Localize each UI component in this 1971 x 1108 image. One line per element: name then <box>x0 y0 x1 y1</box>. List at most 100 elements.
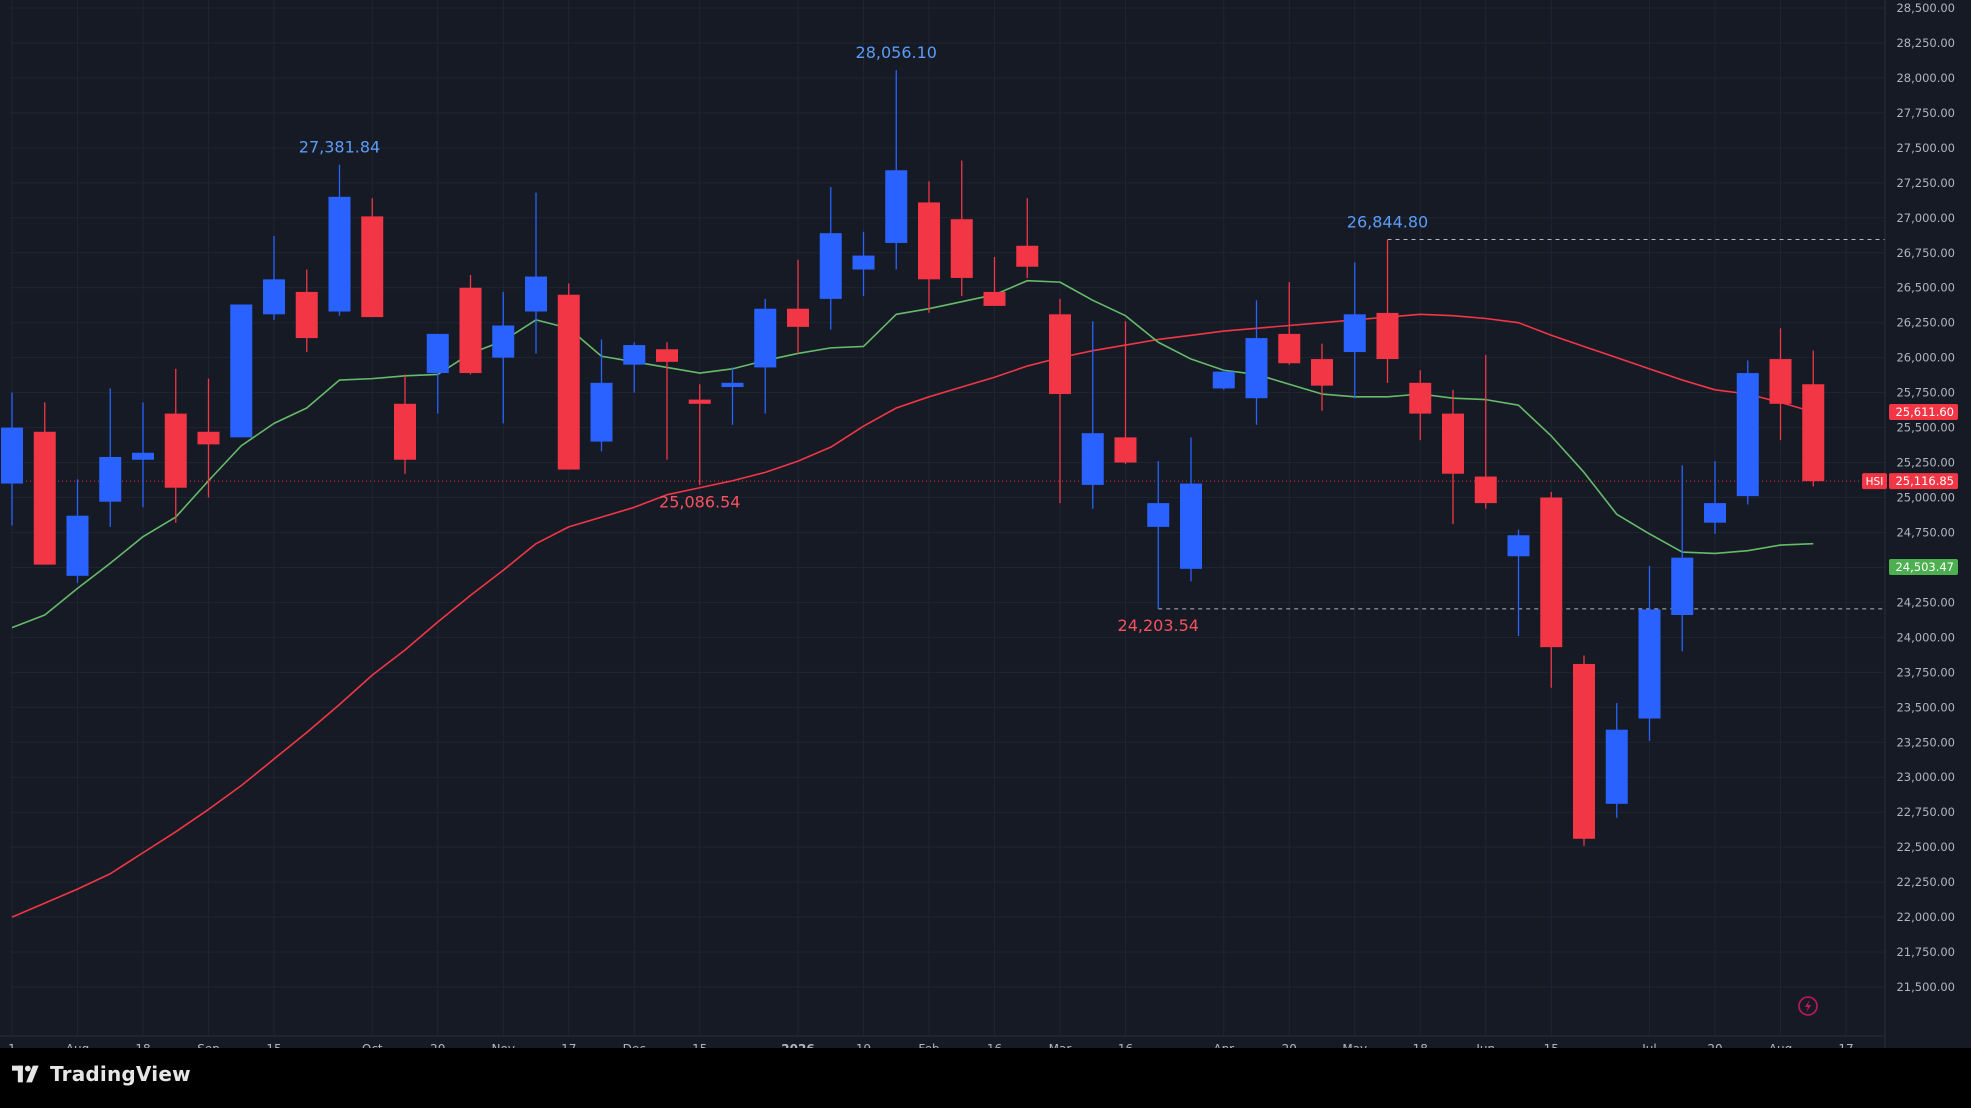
time-axis-ticks[interactable]: 1 Aug 18 Sep 15 Oct 20 Nov 17 Dec 15 2026 19 Feb 16 Mar… <box>8 1042 1853 1048</box>
candle-body <box>1343 314 1366 353</box>
price-axis[interactable] <box>1885 0 1971 1048</box>
candle <box>361 198 384 318</box>
candle-body <box>328 196 351 312</box>
time-tick-label: 15 <box>692 1042 707 1048</box>
candle <box>33 402 56 565</box>
candle-body <box>1638 609 1661 719</box>
candle <box>1409 370 1432 441</box>
candle <box>590 339 613 452</box>
price-tick-label: 26,250.00 <box>1896 316 1955 330</box>
candle-body <box>525 276 547 312</box>
price-tick-label: 26,500.00 <box>1896 281 1955 295</box>
price-tick-label: 25,500.00 <box>1896 421 1955 435</box>
low-annotation: 25,086.54 <box>659 492 740 511</box>
time-tick-label: 1 <box>8 1042 16 1048</box>
time-tick-label: Sep <box>197 1042 220 1048</box>
time-tick-label: 19 <box>856 1042 871 1048</box>
candle-body <box>590 382 613 442</box>
candle <box>263 235 285 320</box>
time-tick-label: 2026 <box>781 1042 814 1048</box>
time-tick-label: 15 <box>1544 1042 1559 1048</box>
price-tick-label: 28,500.00 <box>1896 1 1955 15</box>
candle <box>1704 461 1726 534</box>
red-ma-price-label-bg <box>1889 403 1958 420</box>
candle-body <box>1245 338 1268 399</box>
grid <box>10 0 1885 1036</box>
candle <box>1278 282 1301 365</box>
candle <box>1245 300 1268 425</box>
time-tick-label: 20 <box>430 1042 445 1048</box>
candle <box>230 304 253 438</box>
candle-body <box>1442 413 1464 474</box>
candle-body <box>1212 371 1235 389</box>
price-tick-label: 25,000.00 <box>1896 491 1955 505</box>
candle <box>1114 321 1137 464</box>
candle-body <box>1769 359 1792 404</box>
candle-body <box>885 170 908 243</box>
candle-body <box>1507 535 1530 557</box>
red-ma-price-label: 25,611.60 <box>1895 405 1954 419</box>
candle-body <box>1016 245 1039 267</box>
price-tick-label: 27,500.00 <box>1896 141 1955 155</box>
candle-body <box>426 333 449 374</box>
symbol-label-bg <box>1862 473 1887 490</box>
candle <box>787 259 809 354</box>
candle-body <box>132 452 154 460</box>
last-price-label-bg <box>1889 473 1958 490</box>
candle <box>1343 262 1366 399</box>
candle <box>557 283 580 470</box>
candle-body <box>656 349 678 362</box>
price-tick-label: 24,250.00 <box>1896 595 1955 609</box>
price-tick-label: 23,750.00 <box>1896 665 1955 679</box>
price-tick-label: 26,750.00 <box>1896 246 1955 260</box>
candle <box>1016 198 1039 278</box>
price-tick-label: 22,250.00 <box>1896 875 1955 889</box>
price-tick-label: 27,750.00 <box>1896 106 1955 120</box>
candle-body <box>623 345 646 365</box>
price-tick-label: 22,750.00 <box>1896 805 1955 819</box>
time-tick-label: Nov <box>492 1042 515 1048</box>
candle <box>394 374 416 474</box>
level-lines <box>10 238 1885 610</box>
candle-body <box>1376 312 1399 360</box>
candle <box>1802 350 1825 487</box>
time-tick-label: Dec <box>623 1042 646 1048</box>
ma-red-line <box>11 313 1814 918</box>
candle <box>164 368 187 523</box>
candle <box>1605 703 1628 818</box>
candle <box>66 479 89 583</box>
time-tick-label: Jun <box>1475 1042 1495 1048</box>
price-chart[interactable]: 27,381.84 28,056.10 26,844.80 25,086.54 24,2… <box>0 0 1971 1048</box>
candle-body <box>197 431 220 445</box>
time-tick-label: Aug <box>1769 1042 1792 1048</box>
candle <box>688 384 711 485</box>
candle-body <box>852 255 875 270</box>
candle-body <box>787 308 809 327</box>
candle <box>1081 321 1104 509</box>
candle-body <box>230 304 253 438</box>
candle <box>1376 239 1399 383</box>
time-tick-label: Apr <box>1213 1042 1234 1048</box>
candle-body <box>66 515 89 576</box>
lightning-icon[interactable] <box>1798 996 1818 1016</box>
time-tick-label: Feb <box>918 1042 939 1048</box>
price-tick-label: 23,500.00 <box>1896 700 1955 714</box>
price-tick-label: 27,000.00 <box>1896 211 1955 225</box>
time-tick-label: 15 <box>266 1042 281 1048</box>
footer: TradingView <box>0 1048 1971 1108</box>
candle-body <box>819 233 842 299</box>
tradingview-wordmark: TradingView <box>50 1062 191 1086</box>
candle-body <box>1311 359 1333 386</box>
price-tick-label: 28,000.00 <box>1896 71 1955 85</box>
price-tick-label: 21,500.00 <box>1896 980 1955 994</box>
candle <box>492 291 515 424</box>
candle <box>1212 370 1235 390</box>
candle <box>1 392 23 526</box>
candle-body <box>492 325 515 358</box>
candle-body <box>164 413 187 488</box>
time-tick-label: Mar <box>1049 1042 1072 1048</box>
tradingview-logo[interactable]: TradingView <box>12 1062 191 1086</box>
price-tick-label: 22,500.00 <box>1896 840 1955 854</box>
time-tick-label: 16 <box>1118 1042 1133 1048</box>
plot-area[interactable] <box>10 0 1885 1036</box>
